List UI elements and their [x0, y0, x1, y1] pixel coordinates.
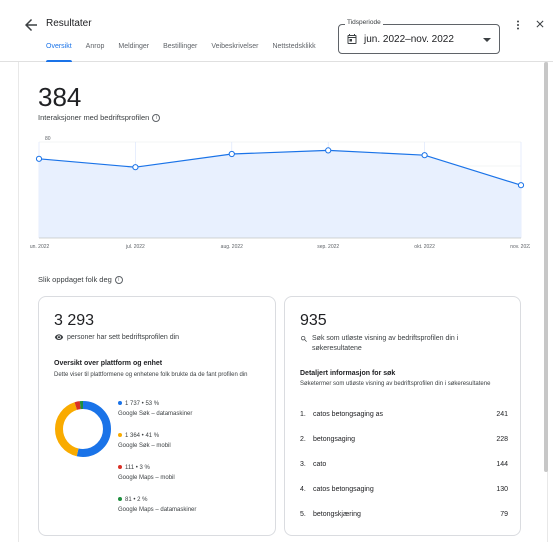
info-icon[interactable]: i: [152, 114, 161, 123]
term-text: cato: [313, 461, 327, 468]
legend-value-text: 1 737 • 53 %: [125, 401, 160, 407]
search-detail-heading: Detaljert informasjon for søk: [300, 370, 396, 377]
page-title: Resultater: [46, 18, 92, 29]
top-bar: Resultater Oversikt Anrop Meldinger Best…: [0, 0, 553, 62]
x-tick-label: okt. 2022: [414, 244, 435, 250]
searches-value: 935: [300, 312, 327, 329]
legend-value: 111 • 3 %: [118, 465, 175, 471]
tab-bar: Oversikt Anrop Meldinger Bestillinger Ve…: [46, 43, 330, 62]
y-tick-label: 80: [45, 136, 51, 142]
tab-oversikt[interactable]: Oversikt: [46, 43, 72, 62]
data-point: [421, 152, 428, 159]
area-fill: [39, 150, 521, 238]
legend-dot: [118, 497, 122, 502]
info-icon[interactable]: i: [114, 276, 123, 285]
period-label: Tidsperiode: [345, 19, 383, 26]
discovery-heading-text: Slik oppdaget folk deg: [38, 275, 112, 284]
platform-heading: Oversikt over plattform og enhet: [54, 360, 163, 367]
x-tick-label: jul. 2022: [125, 244, 145, 250]
legend-value-text: 81 • 2 %: [125, 497, 148, 503]
legend-dot: [118, 433, 122, 438]
legend-item: 111 • 3 % Google Maps – mobil: [118, 465, 175, 481]
interactions-label-text: Interaksjoner med bedriftsprofilen: [38, 113, 150, 122]
series-line: [38, 149, 522, 186]
x-tick-label: nov. 2022: [510, 244, 530, 250]
term-count: 79: [500, 511, 508, 518]
interactions-label: Interaksjoner med bedriftsprofilen i: [38, 113, 161, 123]
calendar-icon: [347, 34, 357, 44]
legend-item: 1 737 • 53 % Google Søk – datamaskiner: [118, 401, 192, 417]
tab-nettstedsklikk[interactable]: Nettstedsklikk: [272, 43, 316, 50]
legend-value-text: 111 • 3 %: [125, 465, 150, 471]
period-value: jun. 2022–nov. 2022: [364, 34, 454, 45]
searches-label: Søk som utløste visning av bedriftsprofi…: [312, 335, 459, 352]
legend-value: 81 • 2 %: [118, 497, 196, 503]
term-text: betongskjæring: [313, 511, 361, 518]
tab-veibeskrivelser[interactable]: Veibeskrivelser: [211, 43, 259, 50]
term-rank: 1.: [300, 411, 306, 418]
term-text: catos betongsaging as: [313, 411, 384, 418]
legend-label: Google Søk – datamaskiner: [118, 411, 193, 417]
data-point: [132, 164, 139, 171]
searches-card: 935 Søk som utløste visning av bedriftsp…: [284, 296, 521, 536]
term-rank: 2.: [300, 436, 306, 443]
term-count: 144: [496, 461, 508, 468]
tab-bestillinger[interactable]: Bestillinger: [163, 43, 198, 50]
discovery-heading: Slik oppdaget folk deg i: [38, 275, 123, 285]
legend-dot: [118, 465, 122, 470]
tab-anrop[interactable]: Anrop: [85, 43, 105, 50]
search-icon: [301, 336, 307, 342]
term-count: 241: [496, 411, 508, 418]
back-arrow-icon[interactable]: [22, 16, 40, 34]
term-count: 130: [496, 486, 508, 493]
donut-slice: [55, 401, 111, 457]
chevron-down-icon: [483, 38, 491, 42]
x-tick-label: aug. 2022: [221, 244, 243, 250]
profile-views-card: 3 293 personer har sett bedriftsprofilen…: [38, 296, 276, 536]
legend-label: Google Søk – mobil: [118, 443, 171, 449]
data-point: [325, 147, 332, 154]
x-tick-label: jun. 2022: [30, 244, 50, 250]
data-point: [517, 182, 525, 189]
data-point: [228, 150, 235, 158]
term-rank: 4.: [300, 486, 306, 493]
data-point: [35, 155, 43, 162]
tab-meldinger[interactable]: Meldinger: [118, 43, 150, 50]
legend-value-text: 1 364 • 41 %: [125, 433, 160, 439]
platform-description: Dette viser til plattformene og enhetene…: [54, 372, 248, 378]
legend-label: Google Maps – datamaskiner: [118, 507, 197, 513]
term-rank: 5.: [300, 511, 306, 518]
platform-donut-chart: [55, 401, 111, 457]
legend-value: 1 364 • 41 %: [118, 433, 171, 439]
term-rank: 3.: [300, 461, 306, 468]
close-icon[interactable]: [534, 18, 546, 30]
period-select[interactable]: Tidsperiode jun. 2022–nov. 2022: [338, 19, 500, 54]
donut-slice: [55, 401, 111, 457]
search-detail-description: Søketermer som utløste visning av bedrif…: [300, 381, 491, 387]
term-text: catos betongsaging: [313, 486, 374, 493]
profile-views-label: personer har sett bedriftsprofilen din: [54, 334, 179, 341]
profile-views-label-text: personer har sett bedriftsprofilen din: [67, 334, 180, 341]
x-tick-label: sep. 2022: [317, 244, 339, 250]
legend-label: Google Maps – mobil: [118, 475, 175, 481]
scrollbar[interactable]: [544, 62, 548, 472]
legend-value: 1 737 • 53 %: [118, 401, 192, 407]
profile-views-value: 3 293: [54, 312, 95, 329]
eye-icon: [54, 334, 64, 341]
term-text: betongsaging: [313, 436, 356, 443]
legend-dot: [118, 401, 122, 406]
term-count: 228: [496, 436, 508, 443]
legend-item: 1 364 • 41 % Google Søk – mobil: [118, 433, 171, 449]
interactions-total: 384: [38, 82, 82, 112]
legend-item: 81 • 2 % Google Maps – datamaskiner: [118, 497, 196, 513]
more-vert-icon[interactable]: [512, 18, 524, 32]
